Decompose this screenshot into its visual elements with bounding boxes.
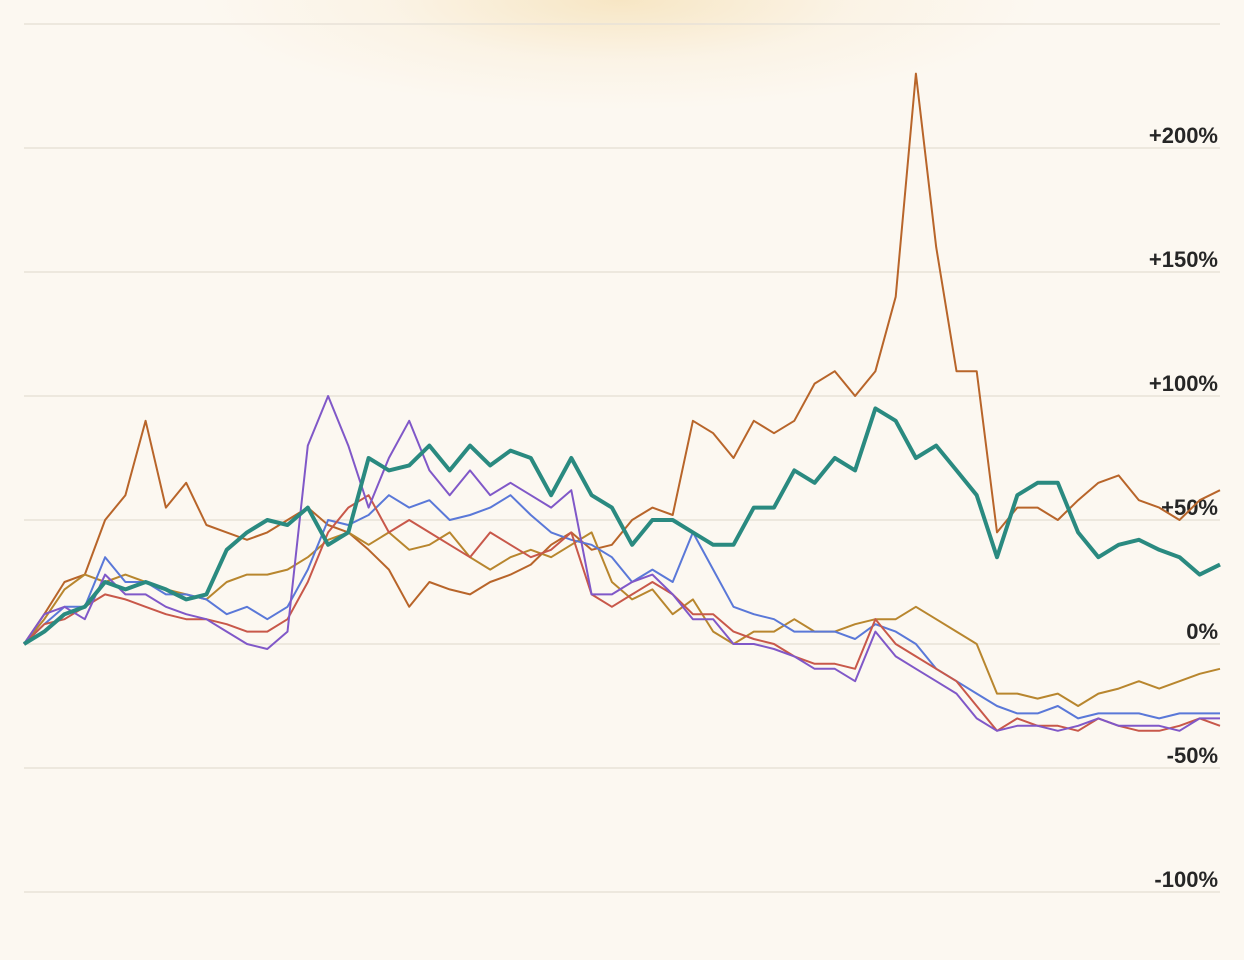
y-tick-label: +100% bbox=[1149, 371, 1218, 396]
series-line bbox=[23, 494, 1220, 720]
y-tick-label: -100% bbox=[1154, 867, 1218, 892]
series-line bbox=[23, 395, 1220, 732]
y-tick-label: +50% bbox=[1161, 495, 1218, 520]
y-tick-label: +200% bbox=[1149, 123, 1218, 148]
series-line bbox=[23, 531, 1221, 707]
series-line bbox=[23, 494, 1221, 732]
y-tick-label: 0% bbox=[1186, 619, 1218, 644]
y-tick-label: +150% bbox=[1149, 247, 1218, 272]
y-tick-label: -50% bbox=[1167, 743, 1218, 768]
series-line bbox=[23, 72, 1221, 645]
series-line bbox=[22, 406, 1221, 646]
